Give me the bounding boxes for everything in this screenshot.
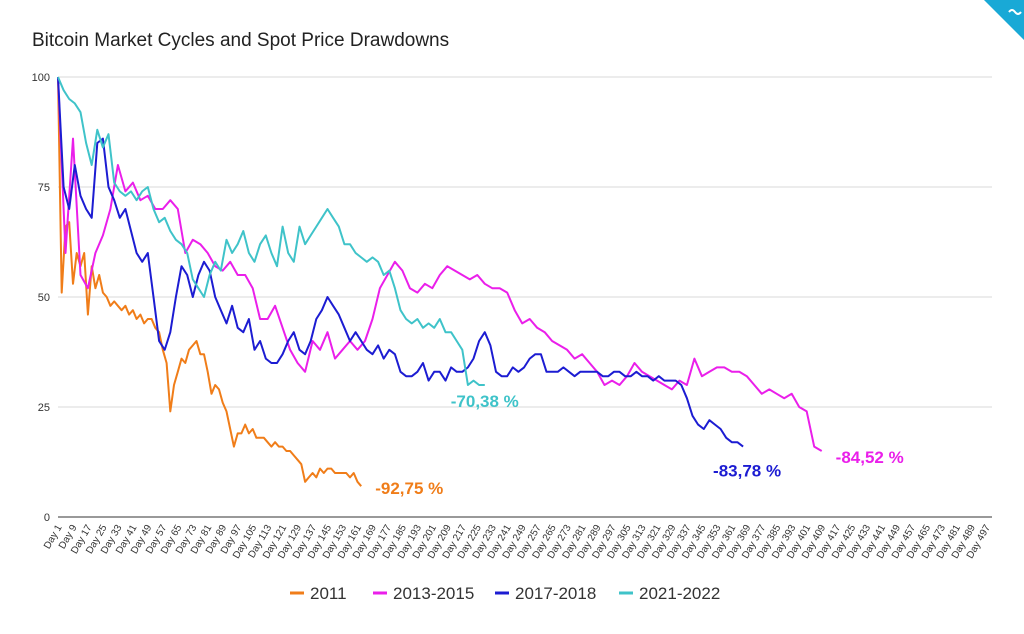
legend-label: 2011 [310, 584, 347, 603]
legend-label: 2021-2022 [639, 584, 720, 603]
y-tick-label: 50 [38, 292, 50, 304]
y-tick-label: 100 [32, 72, 50, 84]
series-line-2013-2015 [57, 76, 823, 452]
corner-badge-glyph [1008, 9, 1022, 15]
grid-lines [58, 76, 992, 518]
series-line-2011 [57, 76, 362, 487]
series-line-2021-2022 [57, 76, 485, 386]
drawdown-annotations: -92,75 % -84,52 % -83,78 % -70,38 % [375, 392, 903, 498]
y-tick-label: 25 [38, 402, 50, 414]
chart-title: Bitcoin Market Cycles and Spot Price Dra… [32, 30, 450, 51]
legend-label: 2013-2015 [393, 584, 474, 603]
series-line-2017-2018 [57, 76, 744, 448]
legend: 2011 2013-2015 2017-2018 2021-2022 [290, 584, 720, 603]
annotation-label: -83,78 % [713, 462, 781, 481]
annotation-label: -84,52 % [836, 448, 904, 467]
corner-logo-icon [984, 0, 1024, 40]
annotation-label: -70,38 % [451, 392, 519, 411]
series-lines [57, 76, 823, 487]
legend-label: 2017-2018 [515, 584, 596, 603]
y-tick-label: 75 [38, 182, 50, 194]
y-tick-label: 0 [44, 512, 50, 524]
annotation-label: -92,75 % [375, 479, 443, 498]
y-axis-tick-labels: 0 25 50 75 100 [32, 72, 50, 524]
